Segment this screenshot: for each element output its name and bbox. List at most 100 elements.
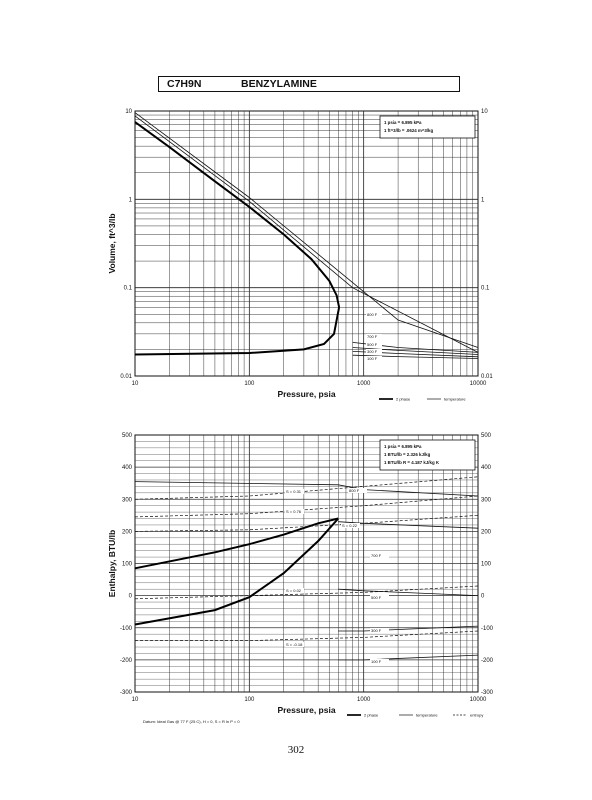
title-box: C7H9N BENZYLAMINE [158,76,460,92]
volume-y-tick-label: 0.1 [124,286,133,292]
enthalpy-y-axis-label: Enthalpy, BTU/lb [107,530,117,597]
enthalpy-y-tick-label: 0 [129,594,133,600]
enthalpy-y-tick-label: -100 [120,626,133,632]
volume-curve-label-bg [366,312,382,317]
enthalpy-x-axis-label: Pressure, psia [277,705,335,715]
enthalpy-conversion-text: 1 BTU/lb R = 4.187 kJ/kg K [384,460,440,465]
enthalpy-curve-label: S = 0.76 [286,509,302,514]
enthalpy-conversion-box [379,439,476,471]
volume-y-tick-label-right: 0.01 [481,374,493,380]
enthalpy-legend-label: 2 phase [364,713,379,718]
volume-x-axis-label: Pressure, psia [277,389,335,399]
enthalpy-y-tick-label-right: -200 [481,658,494,664]
enthalpy-y-tick-label-right: 100 [481,562,492,568]
volume-legend-label: 2 phase [396,397,411,402]
enthalpy-entropy-line [135,630,479,641]
volume-curve-label-bg [366,356,382,361]
compound-name: BENZYLAMINE [241,78,317,90]
volume-curve-label-bg [366,334,382,339]
enthalpy-x-tick-label: 10 [132,697,139,703]
volume-curve-label: 800 F [367,312,378,317]
enthalpy-entropy-line [134,585,479,600]
enthalpy-conversion-text: 1 psia = 6.895 kPa [384,444,422,449]
enthalpy-entropy-line [134,514,479,532]
volume-curve-label: 100 F [367,356,378,361]
enthalpy-curve-label: S = 0.02 [286,588,302,593]
volume-conversion-box [379,115,476,139]
volume-x-tick-label: 10 [132,381,139,387]
enthalpy-curve-label-bg [348,488,367,493]
enthalpy-curve-label-bg [370,553,389,558]
enthalpy-curve-label: S = -0.18 [286,642,303,647]
volume-saturation-vapor-line [134,121,341,308]
enthalpy-y-tick-label: 500 [122,433,133,439]
volume-x-tick-label: 100 [244,381,255,387]
enthalpy-y-tick-label: 100 [122,562,133,568]
enthalpy-y-tick-label: 200 [122,529,133,535]
enthalpy-curve-label-bg [370,659,389,664]
enthalpy-y-tick-label-right: 400 [481,465,492,471]
volume-x-tick-label: 10000 [470,381,487,387]
volume-x-tick-label: 1000 [357,381,371,387]
enthalpy-temperature-line [338,521,479,529]
enthalpy-curve-label: S = 0.22 [342,523,358,528]
volume-y-axis-label: Volume, ft^3/lb [107,213,117,273]
enthalpy-curve-label-bg [285,588,304,593]
enthalpy-curve-label-bg [285,642,304,647]
volume-legend-label: temperature [444,397,466,402]
enthalpy-temperature-line [338,654,479,661]
enthalpy-y-tick-label: 300 [122,497,133,503]
enthalpy-entropy-line [134,495,479,518]
volume-curve-label: 700 F [367,334,378,339]
enthalpy-curve-label-bg [285,489,304,494]
enthalpy-y-tick-label: -300 [120,690,133,696]
enthalpy-y-tick-label-right: 200 [481,529,492,535]
volume-y-tick-label-right: 0.1 [481,286,490,292]
enthalpy-x-tick-label: 10000 [470,697,487,703]
enthalpy-x-tick-label: 1000 [357,697,371,703]
enthalpy-curve-label: 800 F [349,488,360,493]
volume-curve-label-bg [366,349,382,354]
enthalpy-curve-label-bg [370,628,389,633]
enthalpy-plot-group [134,434,479,716]
enthalpy-y-tick-label-right: 500 [481,433,492,439]
enthalpy-curve-label: 700 F [371,553,382,558]
volume-y-tick-label: 10 [125,109,132,115]
enthalpy-y-tick-label-right: 0 [481,594,485,600]
enthalpy-curve-label-bg [341,523,360,528]
enthalpy-curve-label: 500 F [371,595,382,600]
volume-plot-frame [134,110,479,377]
enthalpy-saturation-vapor-line [134,517,339,570]
page-number: 302 [287,744,305,756]
enthalpy-conversion-text: 1 BTU/lb = 2.326 kJ/kg [384,452,431,457]
enthalpy-x-tick-label: 100 [244,697,255,703]
enthalpy-curve-label: 100 F [371,659,382,664]
enthalpy-legend-label: entropy [470,713,483,718]
volume-temperature-line [352,354,479,359]
volume-y-tick-label-right: 10 [481,109,488,115]
enthalpy-curve-label-bg [285,509,304,514]
volume-plot-group [134,110,479,400]
enthalpy-curve-label-bg [370,595,389,600]
enthalpy-legend-label: temperature [416,713,438,718]
chemical-formula: C7H9N [167,78,202,90]
volume-curve-label: 500 F [367,342,378,347]
enthalpy-curve-label: 300 F [371,628,382,633]
volume-saturation-liquid-line [134,307,341,356]
enthalpy-curve-label: S = 0.31 [286,489,302,494]
volume-y-tick-label-right: 1 [481,197,485,203]
volume-conversion-text: 1 ft^3/lb = .0624 m^3/kg [384,128,433,133]
volume-temperature-line [134,115,479,353]
volume-temperature-line [134,112,479,348]
volume-conversion-text: 1 psia = 6.895 kPa [384,120,422,125]
enthalpy-saturation-liquid-line [134,517,340,626]
enthalpy-temperature-line [134,481,479,497]
volume-y-tick-label: 1 [129,197,133,203]
enthalpy-y-tick-label-right: -100 [481,626,494,632]
volume-y-tick-label: 0.01 [120,374,132,380]
volume-curve-label-bg [366,342,382,347]
enthalpy-datum-footnote: Datum: Ideal Gas @ 77 F (25 C), H = 0, S… [143,719,240,724]
enthalpy-y-tick-label-right: 300 [481,497,492,503]
enthalpy-y-tick-label-right: -300 [481,690,494,696]
